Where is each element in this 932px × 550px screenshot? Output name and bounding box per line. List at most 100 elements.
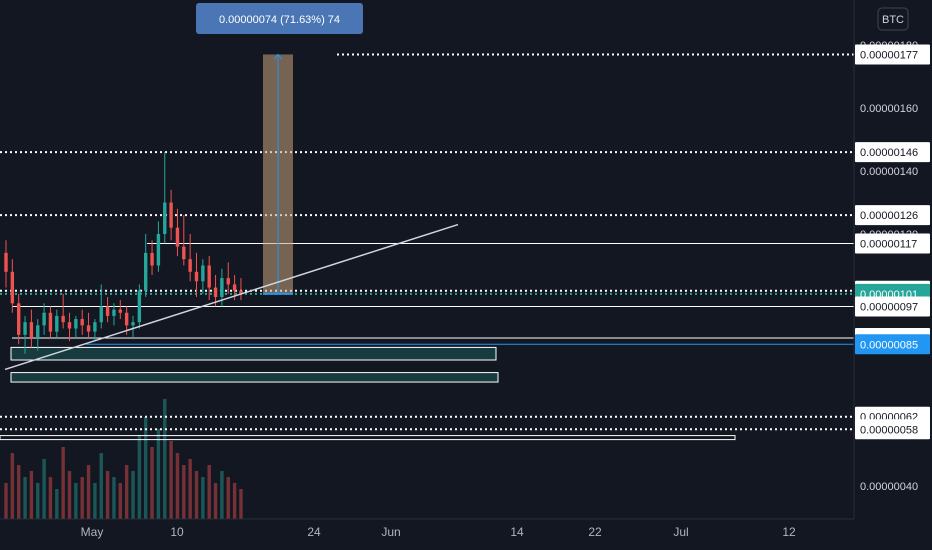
candle-body xyxy=(23,322,27,335)
volume-bar xyxy=(17,465,21,519)
candle-body xyxy=(67,322,72,329)
currency-badge[interactable]: BTC xyxy=(877,7,909,31)
candle xyxy=(29,309,34,348)
measure-tool[interactable] xyxy=(263,53,293,295)
price-tags: 0.00000177 0.00000146 0.00000126 0.00000117… xyxy=(855,44,930,440)
zone-rectangle[interactable] xyxy=(0,435,736,441)
volume-bar xyxy=(131,471,135,519)
volume-bar xyxy=(201,477,205,519)
volume-bar xyxy=(163,399,167,519)
candle-body xyxy=(169,202,173,228)
candle-body xyxy=(201,265,205,282)
volume-bar xyxy=(156,429,161,519)
candle xyxy=(48,306,53,338)
volume-bar xyxy=(112,477,116,519)
price-tag-text: 0.00000117 xyxy=(860,238,917,250)
time-tick-label: Jun xyxy=(381,525,400,539)
candle-body xyxy=(118,309,122,313)
volume-bar xyxy=(93,483,97,519)
candle-body xyxy=(182,246,186,260)
candle-body xyxy=(144,252,148,291)
candle-body xyxy=(86,325,91,332)
candle xyxy=(61,293,65,329)
volume-bar xyxy=(80,477,84,519)
volume-bar xyxy=(213,483,218,519)
candle-body xyxy=(226,278,230,285)
candle-body xyxy=(105,306,110,316)
candle xyxy=(105,297,110,323)
volume-bar xyxy=(220,471,224,519)
price-tick-label: 0.00000160 xyxy=(860,103,918,115)
zone-rectangle[interactable] xyxy=(10,346,497,361)
price-tick-label: 0.00000140 xyxy=(860,166,918,178)
volume-bar xyxy=(226,477,230,519)
candle xyxy=(226,262,230,294)
volume-bar xyxy=(124,465,129,519)
candles xyxy=(4,152,243,354)
price-tag-bg xyxy=(855,233,930,254)
time-axis[interactable]: May 10 24 Jun 14 22 Jul 12 xyxy=(81,525,796,539)
candle-body xyxy=(207,265,211,288)
candle-body xyxy=(112,309,116,316)
price-tag: 0.00000177 xyxy=(855,44,930,65)
volume-bar xyxy=(10,453,15,519)
candle-body xyxy=(36,325,40,338)
price-tag-text: 0.00000097 xyxy=(860,301,918,313)
candle xyxy=(112,303,116,326)
candle xyxy=(137,284,142,329)
price-tag-text: 0.00000085 xyxy=(860,339,918,351)
candle-body xyxy=(163,202,167,234)
volume-bar xyxy=(29,471,34,519)
candle xyxy=(144,234,148,297)
volume-bar xyxy=(105,471,110,519)
volume-bar xyxy=(23,477,27,519)
volume-bar xyxy=(188,459,192,519)
candle xyxy=(36,319,40,351)
trendline[interactable] xyxy=(4,223,459,371)
candle-body xyxy=(48,312,53,332)
candle-body xyxy=(150,252,154,266)
measure-label: 0.00000074 (71.63%) 74 xyxy=(196,3,363,34)
candle-body xyxy=(213,287,218,297)
zone-rectangle[interactable] xyxy=(10,372,499,383)
volume-bar xyxy=(48,477,53,519)
measure-arrowhead-icon xyxy=(273,53,283,60)
volume-bars xyxy=(4,399,243,519)
volume-bar xyxy=(239,489,243,519)
volume-bar xyxy=(144,417,148,519)
candle xyxy=(74,315,78,338)
price-tag: 0.00000058 xyxy=(855,419,930,440)
candle xyxy=(17,293,21,345)
candle xyxy=(194,252,199,297)
price-tag: 0.00000097 xyxy=(855,296,930,317)
volume-bar xyxy=(36,483,40,519)
candle xyxy=(182,215,186,266)
candle xyxy=(207,256,211,301)
candle-body xyxy=(124,312,129,326)
volume-bar xyxy=(4,483,8,519)
price-tag-bg xyxy=(855,296,930,317)
candle xyxy=(55,309,59,338)
candle xyxy=(156,221,161,272)
volume-bar xyxy=(42,459,46,519)
volume-bar xyxy=(74,483,78,519)
rectangle-zones[interactable] xyxy=(0,346,736,441)
candle xyxy=(23,315,27,354)
price-tag: 0.00000146 xyxy=(855,142,930,163)
candle-body xyxy=(220,278,224,297)
price-tag: 0.00000126 xyxy=(855,205,930,226)
volume-bar xyxy=(118,483,122,519)
candle-body xyxy=(80,319,84,326)
candle xyxy=(150,240,154,275)
price-tag-text: 0.00000177 xyxy=(860,49,918,61)
candle-body xyxy=(175,227,180,247)
candle-body xyxy=(131,322,135,326)
price-tick-label: 0.00000040 xyxy=(860,481,918,493)
candle-body xyxy=(137,290,142,323)
volume-bar xyxy=(175,453,180,519)
time-tick-label: 12 xyxy=(782,525,796,539)
candle xyxy=(163,152,167,244)
time-tick-label: Jul xyxy=(673,525,688,539)
